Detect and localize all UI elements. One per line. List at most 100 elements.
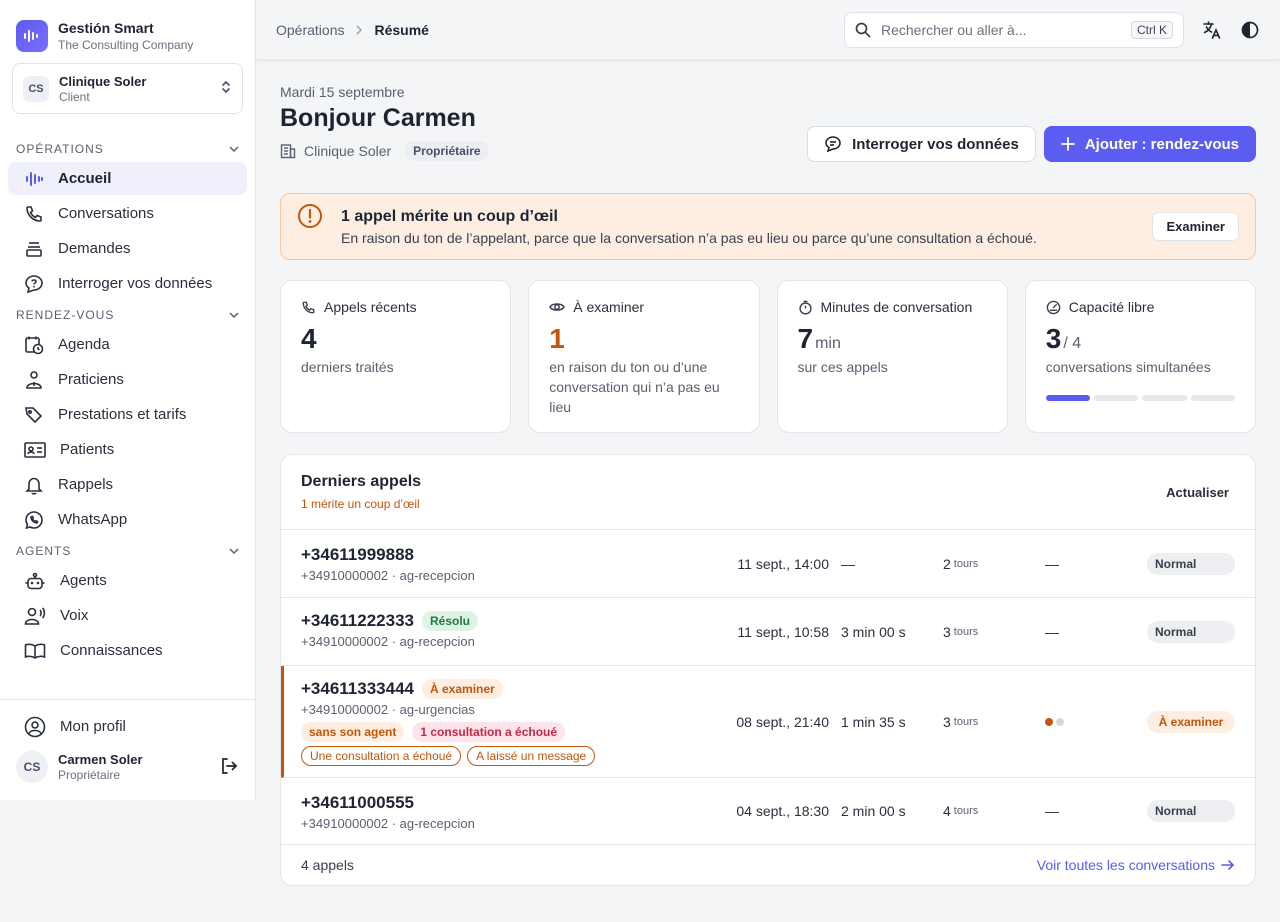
org-role: Client [59,89,90,104]
chevron-up-down-icon [220,80,232,97]
profile-label: Mon profil [60,718,126,735]
calls-footer: 4 appels Voir toutes les conversations [281,845,1255,885]
stat-card-recent-calls[interactable]: Appels récents 4 derniers traités [280,280,512,433]
breadcrumb-current: Résumé [374,21,429,38]
plus-icon [1060,137,1075,151]
bell-icon [25,477,43,495]
turns-unit: tours [953,625,979,638]
tags-icon [25,406,43,423]
voice-icon [24,606,46,625]
stat-desc: derniers traités [301,359,394,375]
main-nav: OPÉRATIONS Accueil Conversations Demande… [0,138,255,667]
sidebar-item-label: Agenda [58,336,110,353]
turns-unit: tours [953,557,979,570]
sidebar-item-label: WhatsApp [58,511,128,528]
sidebar-item-label: Prestations et tarifs [58,406,187,423]
brand-logo-icon [16,20,48,52]
nav-section-rendez-vous[interactable]: RENDEZ-VOUS [0,304,255,326]
stat-card-minutes[interactable]: Minutes de conversation 7 min sur ces app… [776,280,1008,433]
call-meta: +34910000002 · ag-recepcion [301,634,475,649]
turns-unit: tours [953,715,979,728]
examine-button[interactable]: Examiner [1152,212,1239,241]
search-icon [855,22,871,37]
header-actions: Interroger vos données Ajouter : rendez-… [807,126,1256,162]
stat-card-to-review[interactable]: À examiner 1 en raison du ton ou d’une c… [528,280,760,433]
table-row[interactable]: +34611000555 +34910000002 · ag-recepcion… [281,778,1255,845]
search-input[interactable]: Rechercher ou aller à... Ctrl K [844,11,1184,48]
breadcrumb-operations[interactable]: Opérations [276,21,345,38]
dark-mode-icon[interactable] [1240,20,1260,40]
table-row-flagged[interactable]: +34611333444 À examiner +34910000002 · a… [281,666,1255,778]
chip: sans son agent [301,722,405,742]
nav-section-agents[interactable]: AGENTS [0,540,255,562]
topbar: Opérations Résumé Rechercher ou aller à.… [256,0,1280,60]
capacity-segment [1190,395,1235,401]
query-data-button[interactable]: Interroger vos données [807,126,1036,162]
table-row[interactable]: +34611222333 Résolu +34910000002 · ag-re… [281,598,1255,666]
refresh-button[interactable]: Actualiser [1166,484,1229,500]
status-badge: Normal [1147,552,1235,575]
sidebar-item-patients[interactable]: Patients [8,433,247,466]
table-row[interactable]: +34611999888 +34910000002 · ag-recepcion… [281,530,1255,598]
sidebar-item-connaissances[interactable]: Connaissances [8,634,247,667]
alert-text: En raison du ton de l’appelant, parce qu… [341,229,1037,246]
nav-section-label: AGENTS [16,544,72,558]
stat-label: Capacité libre [1068,299,1155,315]
brand-company: The Consulting Company [58,38,194,52]
caller-number: +34611000555 [301,793,414,812]
see-all-conversations-link[interactable]: Voir toutes les conversations [1037,857,1235,873]
query-data-label: Interroger vos données [852,135,1019,153]
outline-tag: Une consultation a échoué [301,746,462,766]
logout-icon[interactable] [219,756,239,779]
call-date: 11 sept., 10:58 [737,623,829,640]
turns-count: 3 [943,623,951,640]
mood-dot-inactive [1056,717,1064,726]
sidebar-item-prestations[interactable]: Prestations et tarifs [8,398,247,431]
chat-question-icon [25,274,43,293]
sidebar-item-whatsapp[interactable]: WhatsApp [8,503,247,536]
call-duration: 3 min 00 s [841,623,906,640]
calls-title: Derniers appels [301,473,422,490]
gauge-icon [1046,300,1061,314]
org-switcher[interactable]: CS Clinique Soler Client [12,63,243,114]
translate-icon[interactable] [1202,20,1222,40]
alert-title: 1 appel mérite un coup d’œil [341,207,558,225]
brand-name: Gestión Smart [58,20,154,36]
turns-count: 3 [943,713,951,730]
org-line: Clinique Soler Propriétaire [280,141,1256,161]
turns-count: 4 [943,803,951,819]
stat-desc: conversations simultanées [1045,359,1211,375]
sidebar-item-conversations[interactable]: Conversations [8,197,247,230]
call-status: À examiner [1147,666,1235,777]
call-mood: — [1045,555,1059,572]
avatar: CS [16,751,48,783]
capacity-segment [1142,395,1187,401]
sidebar-item-label: Accueil [58,170,112,187]
call-meta: +34910000002 · ag-recepcion [301,816,475,831]
chat-icon [825,136,841,153]
sidebar-footer: Mon profil CS Carmen Soler Propriétaire [0,699,255,800]
sidebar-item-rappels[interactable]: Rappels [8,468,247,501]
sidebar-item-interroger[interactable]: Interroger vos données [8,267,247,300]
stat-card-capacity[interactable]: Capacité libre 3/ 4 conversations simult… [1024,280,1256,433]
sidebar-item-demandes[interactable]: Demandes [8,232,247,265]
role-badge: Propriétaire [405,141,489,161]
nav-section-operations[interactable]: OPÉRATIONS [0,138,255,160]
chevron-down-icon [229,146,239,152]
call-mood: — [1045,803,1059,819]
sidebar-item-agents[interactable]: Agents [8,564,247,597]
stat-unit: / 4 [1063,335,1082,352]
status-badge: À examiner [1147,710,1235,733]
user-circle-icon [24,716,46,737]
sidebar-item-accueil[interactable]: Accueil [8,162,247,195]
call-status: Normal [1147,530,1235,597]
sidebar-item-praticiens[interactable]: Praticiens [8,363,247,396]
sidebar-item-profile[interactable]: Mon profil [8,710,247,743]
stat-label: Minutes de conversation [820,299,973,315]
add-appointment-button[interactable]: Ajouter : rendez-vous [1043,126,1256,162]
call-status: Normal [1147,598,1235,665]
sidebar-item-agenda[interactable]: Agenda [8,328,247,361]
id-card-icon [24,441,46,458]
review-badge: À examiner [422,679,503,699]
sidebar-item-voix[interactable]: Voix [8,599,247,632]
